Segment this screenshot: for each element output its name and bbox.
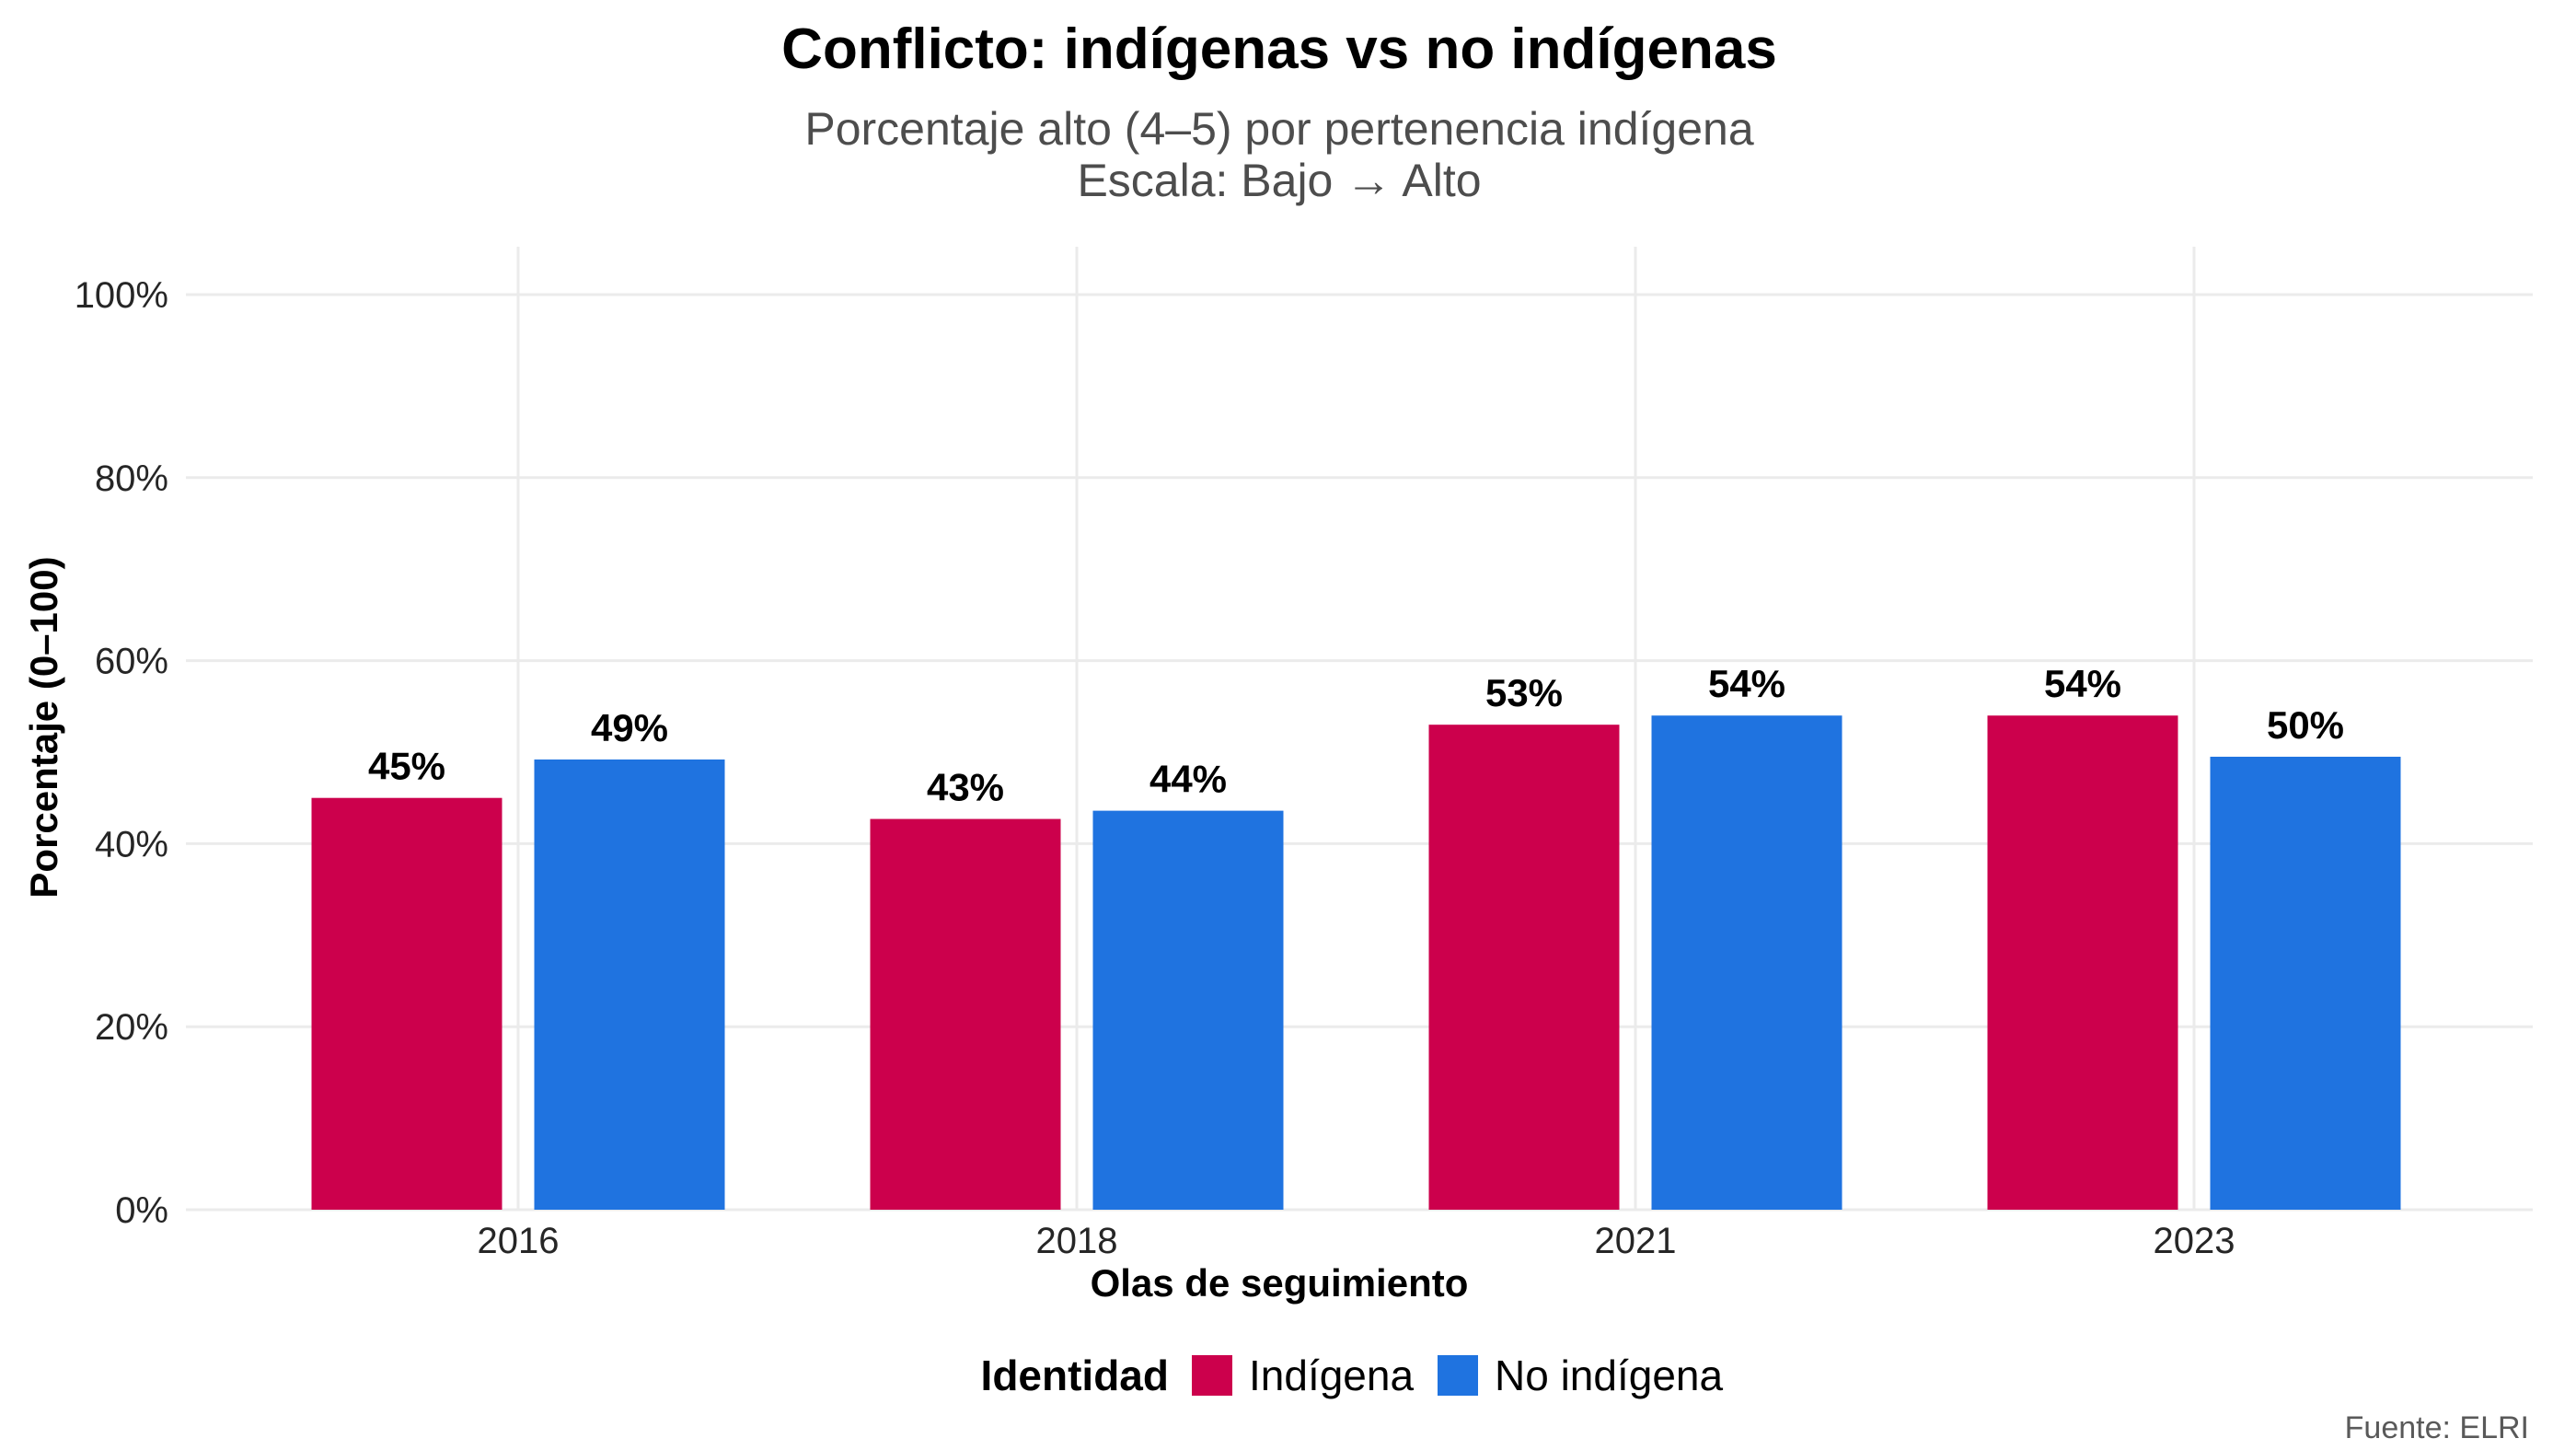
data-label-no-indigena-2021: 54% <box>1708 662 1785 705</box>
bar-no-indigena-2023 <box>2210 756 2401 1210</box>
data-label-indigena-2018: 43% <box>927 766 1004 809</box>
bar-no-indigena-2021 <box>1651 715 1842 1210</box>
chart-subtitle-line-2: Escala: Bajo → Alto <box>1077 155 1481 206</box>
data-label-no-indigena-2016: 49% <box>591 706 668 749</box>
bar-indigena-2016 <box>311 797 502 1210</box>
x-axis-title: Olas de seguimiento <box>1091 1261 1469 1305</box>
x-tick-label-2023: 2023 <box>2154 1221 2235 1261</box>
data-label-indigena-2021: 53% <box>1485 671 1563 714</box>
y-tick-label-0: 0% <box>115 1190 168 1231</box>
bar-no-indigena-2018 <box>1092 810 1284 1210</box>
caption-source: Fuente: ELRI <box>2345 1410 2529 1445</box>
x-tick-label-2021: 2021 <box>1595 1221 1677 1261</box>
data-label-indigena-2023: 54% <box>2044 662 2121 705</box>
bar-indigena-2021 <box>1428 725 1620 1210</box>
legend-title: Identidad <box>981 1351 1169 1399</box>
bar-no-indigena-2016 <box>534 759 725 1210</box>
y-axis-ticks: 0% 20% 40% 60% 80% 100% <box>75 275 168 1231</box>
y-tick-label-60: 60% <box>95 642 168 682</box>
data-label-no-indigena-2023: 50% <box>2267 703 2344 747</box>
legend-key-indigena <box>1192 1355 1232 1396</box>
legend-label-indigena: Indígena <box>1249 1351 1414 1399</box>
x-tick-label-2016: 2016 <box>478 1221 560 1261</box>
data-label-no-indigena-2018: 44% <box>1149 758 1227 801</box>
legend-key-no-indigena <box>1438 1355 1478 1396</box>
bar-indigena-2023 <box>1987 715 2178 1210</box>
y-tick-label-100: 100% <box>75 275 168 316</box>
bar-indigena-2018 <box>870 818 1061 1210</box>
x-tick-label-2018: 2018 <box>1036 1221 1118 1261</box>
y-tick-label-40: 40% <box>95 824 168 864</box>
chart-title: Conflicto: indígenas vs no indígenas <box>781 17 1777 81</box>
x-axis-ticks: 2016 2018 2021 2023 <box>478 1221 2235 1261</box>
legend: Identidad Indígena No indígena <box>981 1351 1724 1399</box>
data-labels: 45% 43% 53% 54% 49% 44% 54% 50% <box>368 662 2344 808</box>
y-tick-label-20: 20% <box>95 1007 168 1048</box>
bars <box>311 715 2401 1210</box>
data-label-indigena-2016: 45% <box>368 745 445 788</box>
y-axis-title: Porcentaje (0–100) <box>22 556 65 898</box>
legend-label-no-indigena: No indígena <box>1495 1351 1723 1399</box>
y-tick-label-80: 80% <box>95 458 168 499</box>
chart-subtitle-line-1: Porcentaje alto (4–5) por pertenencia in… <box>804 103 1753 155</box>
